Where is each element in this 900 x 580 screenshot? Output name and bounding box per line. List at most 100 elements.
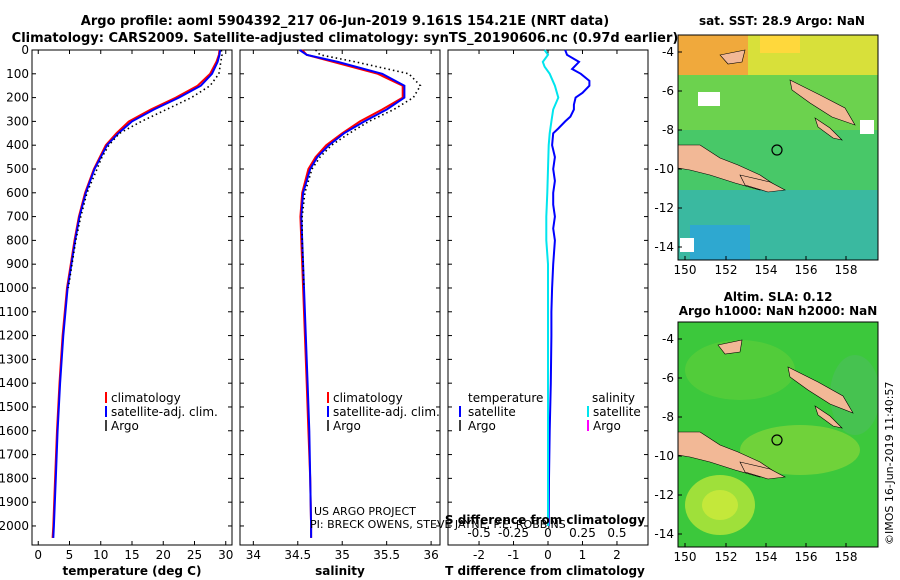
sla-map-title-2: Argo h1000: NaN h2000: NaN — [679, 304, 878, 318]
depth-tick-label: 1100 — [0, 305, 29, 319]
series-line-satellite — [52, 49, 222, 538]
x-tick-label: 34 — [246, 548, 261, 562]
x-tick-label: 15 — [124, 548, 139, 562]
series-line-climatology — [51, 49, 221, 538]
depth-tick-label: 1400 — [0, 376, 29, 390]
legend-satellite-label: satellite-adj. clim. — [111, 405, 218, 419]
x-tick-label: 35 — [335, 548, 350, 562]
x-tick-label: 10 — [93, 548, 108, 562]
sla-patch — [685, 340, 795, 400]
map-lon-label: 158 — [835, 550, 858, 564]
sst-hot-patch-2 — [760, 35, 800, 53]
title-line-1: Argo profile: aoml 5904392_217 06-Jun-20… — [81, 14, 609, 29]
map-lon-label: 150 — [674, 550, 697, 564]
salinity-axes-frame — [239, 49, 441, 546]
x-tick-label: 2 — [613, 548, 621, 562]
legend-s-argo-label: Argo — [593, 419, 621, 433]
argo-location-marker — [771, 434, 783, 446]
depth-tick-label: 2000 — [0, 519, 29, 533]
t-difference-xlabel: T difference from climatology — [445, 564, 645, 578]
temperature-panel: 0100200300400500600700800900100011001200… — [0, 43, 233, 578]
map-lat-label: -12 — [654, 201, 674, 215]
map-lat-label: -4 — [662, 45, 674, 59]
s-diff-tick-label: -0.25 — [498, 526, 529, 540]
depth-tick-label: 800 — [6, 233, 29, 247]
depth-tick-label: 1000 — [0, 281, 29, 295]
legend-argo-label: Argo — [111, 419, 139, 433]
x-tick-label: 1 — [579, 548, 587, 562]
depth-tick-label: 1500 — [0, 400, 29, 414]
x-tick-label: -2 — [473, 548, 485, 562]
map-lon-label: 156 — [795, 263, 818, 277]
depth-tick-label: 200 — [6, 91, 29, 105]
map-lat-label: -14 — [654, 240, 674, 254]
x-tick-label: 34.5 — [284, 548, 311, 562]
land-mass — [739, 174, 786, 193]
map-lon-label: 154 — [755, 263, 778, 277]
credit-project: US ARGO PROJECT — [314, 505, 416, 518]
map-lon-label: 158 — [835, 263, 858, 277]
legend-salinity-header: salinity — [592, 391, 635, 405]
difference-panel: -2 -1 0 1 2 -0.5 -0.25 0 0.25 0.5 T difference fr… — [445, 49, 649, 578]
legend-s-satellite-label: satellite — [593, 405, 641, 419]
map-lat-label: -4 — [662, 332, 674, 346]
depth-tick-label: 300 — [6, 114, 29, 128]
depth-tick-label: 1600 — [0, 424, 29, 438]
sla-map: Altim. SLA: 0.12 Argo h1000: NaN h2000: … — [654, 290, 879, 564]
depth-tick-label: 500 — [6, 162, 29, 176]
legend-climatology-label: climatology — [111, 391, 181, 405]
map-lon-label: 154 — [755, 550, 778, 564]
x-tick-label: 36 — [423, 548, 438, 562]
sla-high-core — [702, 490, 738, 520]
s-diff-tick-label: -0.5 — [467, 526, 490, 540]
x-tick-label: 0 — [34, 548, 42, 562]
depth-tick-label: 1900 — [0, 495, 29, 509]
salinity-xlabel: salinity — [315, 564, 365, 578]
land-mass — [789, 79, 856, 126]
depth-tick-label: 1800 — [0, 471, 29, 485]
series-line-climatology — [299, 49, 404, 538]
imos-credit: ©IMOS 16-Jun-2019 11:40:57 — [883, 381, 896, 545]
difference-legend: temperature satellite Argo salinity sate… — [459, 391, 641, 433]
x-tick-label: 25 — [187, 548, 202, 562]
depth-tick-label: 1300 — [0, 352, 29, 366]
depth-tick-label: 1700 — [0, 448, 29, 462]
legend-temperature-header: temperature — [468, 391, 543, 405]
sst-cool-patch — [690, 225, 750, 260]
depth-tick-label: 600 — [6, 186, 29, 200]
map-lon-label: 150 — [674, 263, 697, 277]
sst-missing-data — [698, 92, 720, 106]
map-lon-label: 152 — [715, 263, 738, 277]
land-mass — [739, 461, 786, 480]
s-diff-tick-label: 0.25 — [569, 526, 596, 540]
temperature-legend: climatology satellite-adj. clim. Argo — [105, 391, 218, 433]
depth-tick-label: 100 — [6, 67, 29, 81]
temperature-axes-frame — [31, 49, 233, 546]
x-tick-label: 30 — [218, 548, 233, 562]
x-tick-label: 35.5 — [373, 548, 400, 562]
x-tick-label: 20 — [156, 548, 171, 562]
series-line-s-satellite-diff — [541, 49, 560, 526]
legend-t-argo-label: Argo — [468, 419, 496, 433]
map-lat-label: -8 — [662, 123, 674, 137]
x-tick-label: -1 — [508, 548, 520, 562]
sst-map-title: sat. SST: 28.9 Argo: NaN — [699, 14, 865, 28]
depth-tick-label: 400 — [6, 138, 29, 152]
legend-argo-label: Argo — [333, 419, 361, 433]
legend-climatology-label: climatology — [333, 391, 403, 405]
map-lat-label: -14 — [654, 527, 674, 541]
land-mass — [814, 405, 843, 429]
sla-patch — [830, 355, 878, 435]
s-diff-tick-label: 0.5 — [607, 526, 626, 540]
s-diff-tick-label: 0 — [544, 526, 552, 540]
depth-tick-label: 900 — [6, 257, 29, 271]
s-difference-xlabel: S difference from climatology — [445, 513, 645, 527]
sla-patch — [740, 425, 860, 475]
map-lon-label: 152 — [715, 550, 738, 564]
land-mass — [719, 49, 746, 65]
title-line-2: Climatology: CARS2009. Satellite-adjuste… — [12, 31, 679, 46]
series-line-satellite — [299, 49, 406, 538]
map-lon-label: 156 — [795, 550, 818, 564]
salinity-panel: 34 34.5 35 35.5 36 salinity climatology sate… — [239, 49, 566, 578]
